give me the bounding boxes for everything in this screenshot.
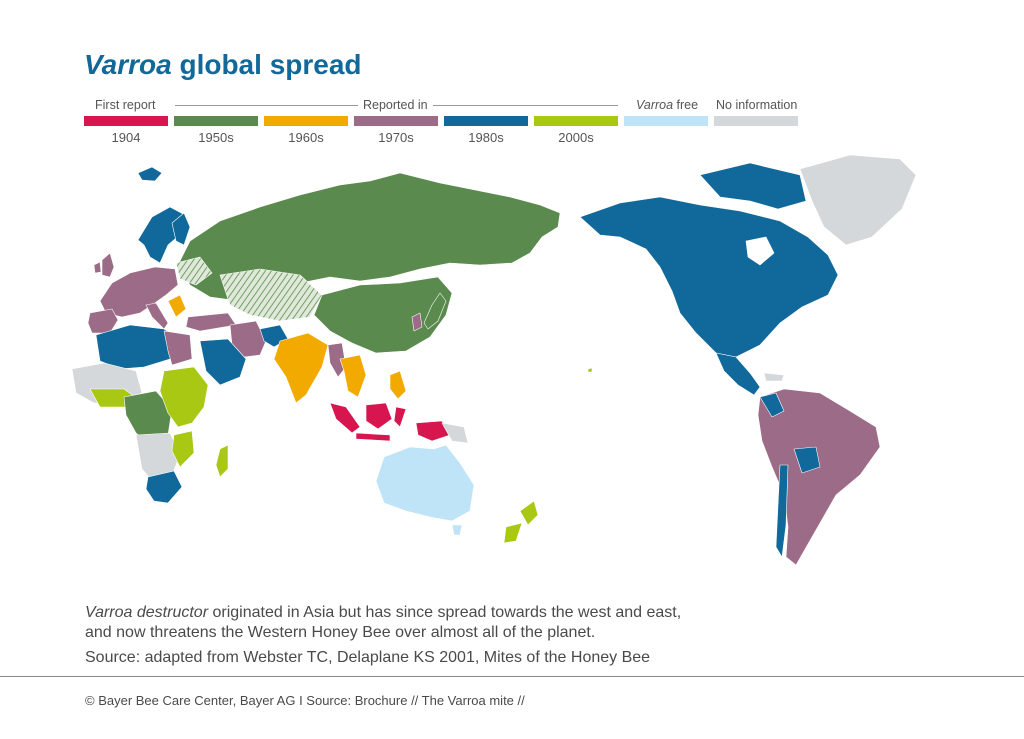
legend-no-information: No information [716, 98, 798, 112]
australia [375, 444, 475, 522]
legend-swatch [354, 116, 438, 126]
greenland [799, 154, 917, 246]
finland [171, 212, 191, 246]
balkans [167, 294, 187, 318]
north-america [579, 196, 839, 358]
new-zealand-south [503, 522, 523, 544]
legend-swatch [264, 116, 348, 126]
world-map [71, 154, 917, 566]
italy [145, 302, 169, 330]
east-africa [159, 366, 209, 428]
legend-label: 1970s [378, 130, 414, 145]
legend-label: 1904 [111, 130, 141, 145]
myanmar [327, 342, 347, 378]
tasmania [451, 524, 463, 536]
egypt [163, 330, 193, 366]
arabia [199, 338, 247, 386]
legend-swatch [174, 116, 258, 126]
legend-bracket-line [175, 105, 358, 106]
new-guinea [415, 420, 451, 442]
bolivia [793, 446, 821, 474]
png-east [441, 422, 469, 444]
turkey [185, 312, 237, 332]
legend-label: 2000s [558, 130, 594, 145]
footer-divider [0, 676, 1024, 677]
legend-label: 1950s [198, 130, 234, 145]
legend-varroa-free: Varroa free [636, 98, 699, 112]
caption-line-1: Varroa destructor originated in Asia but… [85, 604, 682, 621]
korea [411, 312, 423, 332]
caption: Varroa destructor originated in Asia but… [85, 603, 681, 643]
uk [101, 252, 115, 278]
indochina [339, 354, 367, 398]
source-note: Source: adapted from Webster TC, Delapla… [85, 649, 651, 666]
legend-first-report: First report [95, 98, 156, 112]
ukraine-region [175, 256, 213, 286]
legend-label: 1960s [288, 130, 324, 145]
legend-swatch [444, 116, 528, 126]
legend-swatch [534, 116, 618, 126]
hawaii [587, 367, 593, 373]
canada-arctic [699, 162, 807, 210]
iberia [87, 308, 119, 334]
mozambique [171, 430, 195, 468]
scandinavia [137, 206, 186, 264]
iceland [137, 166, 163, 182]
philippines [389, 370, 407, 400]
madagascar [215, 444, 229, 478]
footer-copyright: © Bayer Bee Care Center, Bayer AG I Sour… [85, 693, 525, 708]
legend-label: 1980s [468, 130, 504, 145]
india [273, 332, 329, 404]
south-america [757, 388, 881, 566]
caribbean [763, 372, 785, 382]
colombia [759, 392, 785, 418]
hudson-bay [745, 236, 775, 266]
chile [775, 464, 789, 558]
legend-reported-in: Reported in [363, 98, 428, 112]
page-title: Varroa global spread [84, 49, 362, 80]
south-africa [145, 470, 183, 504]
caption-line-2: and now threatens the Western Honey Bee … [85, 624, 596, 641]
ireland [93, 261, 102, 274]
new-zealand [519, 500, 539, 526]
legend-swatch [84, 116, 168, 126]
mongolia-china [313, 276, 453, 354]
sulawesi [393, 406, 407, 428]
borneo [365, 402, 393, 430]
japan [423, 292, 447, 330]
legend-swatch [624, 116, 708, 126]
legend-swatch [714, 116, 798, 126]
central-asia [219, 268, 323, 322]
java [355, 432, 391, 442]
central-america [715, 352, 761, 396]
sumatra [329, 402, 361, 434]
legend-bracket-line [433, 105, 618, 106]
